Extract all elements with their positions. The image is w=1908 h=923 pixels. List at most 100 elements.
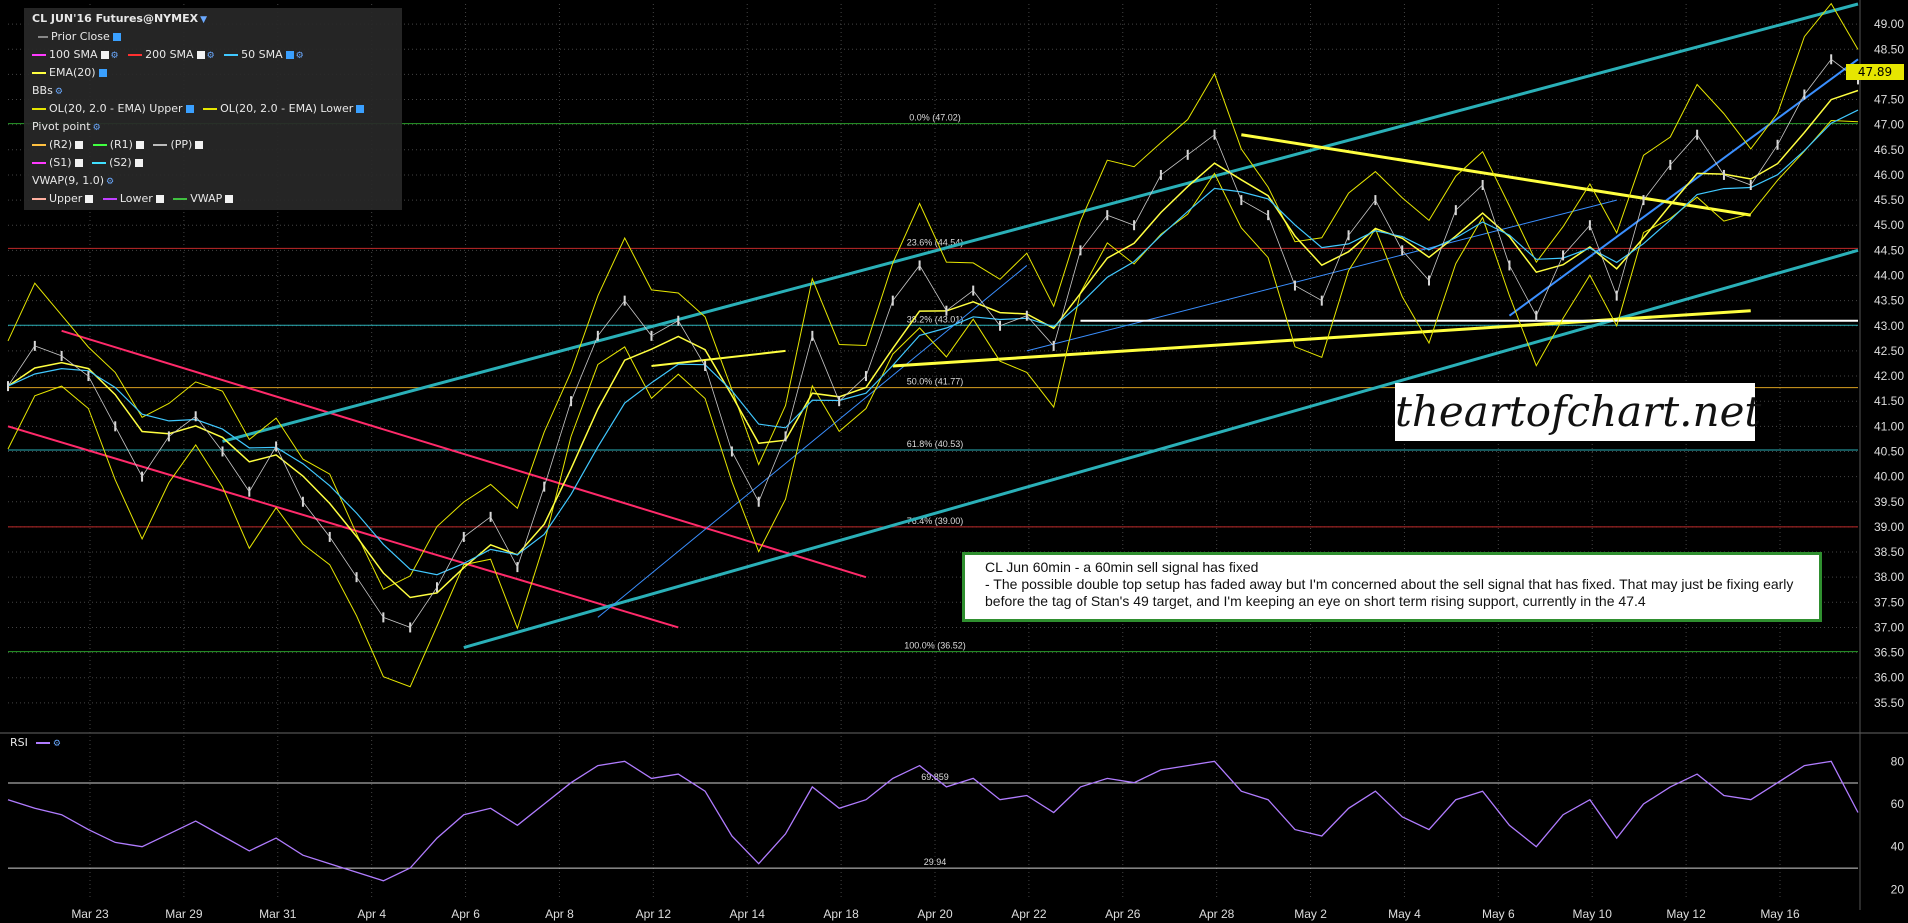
y-tick-label: 40.50 <box>1874 444 1904 458</box>
y-tick-label: 36.00 <box>1874 671 1904 685</box>
y-tick-label: 42.50 <box>1874 344 1904 358</box>
trendline <box>7 425 679 629</box>
checkbox-icon[interactable] <box>135 141 144 149</box>
fib-label: 0.0% (47.02) <box>909 113 961 123</box>
trendline <box>1241 133 1751 217</box>
y-tick-label: 39.00 <box>1874 520 1904 534</box>
x-tick-label: Apr 6 <box>451 907 480 921</box>
checkbox-icon[interactable] <box>356 105 365 113</box>
y-tick-label: 36.50 <box>1874 646 1904 660</box>
bollinger-lower <box>7 119 1859 688</box>
y-tick-label: 45.50 <box>1874 193 1904 207</box>
vwap-row: Upper Lower VWAP <box>32 192 239 205</box>
bb-lower-item[interactable]: OL(20, 2.0 - EMA) Lower <box>203 102 365 115</box>
y-tick-label: 46.00 <box>1874 168 1904 182</box>
checkbox-icon[interactable] <box>195 141 204 149</box>
ema-line <box>7 89 1859 599</box>
rsi-tick-label: 60 <box>1891 797 1905 811</box>
pivot-header[interactable]: Pivot point ⚙ <box>32 120 101 133</box>
vwap-header[interactable]: VWAP(9, 1.0) ⚙ <box>32 174 115 187</box>
rsi-tick-label: 40 <box>1891 840 1905 854</box>
price-line <box>7 58 1859 628</box>
vwap-lower-item[interactable]: Lower <box>102 192 164 205</box>
x-tick-label: May 12 <box>1666 907 1706 921</box>
x-tick-label: May 4 <box>1388 907 1421 921</box>
y-tick-label: 38.00 <box>1874 570 1904 584</box>
checkbox-icon[interactable] <box>85 195 94 203</box>
fib-label: 23.6% (44.54) <box>907 237 964 247</box>
sma100-item[interactable]: 100 SMA ⚙ <box>32 48 119 61</box>
checkbox-icon[interactable] <box>225 195 234 203</box>
prior-close-item[interactable]: Prior Close <box>38 30 121 43</box>
rsi-tick-label: 80 <box>1891 754 1905 768</box>
x-tick-label: Apr 12 <box>636 907 672 921</box>
indicator-legend: CL JUN'16 Futures@NYMEX ▼ Prior Close 100… <box>24 8 402 210</box>
y-tick-label: 40.00 <box>1874 470 1904 484</box>
vwap-line-item[interactable]: VWAP <box>173 192 234 205</box>
pivot-row-1: (R2) (R1) (PP) <box>32 138 209 151</box>
s1-item[interactable]: (S1) <box>32 156 83 169</box>
bbs-header[interactable]: BBs ⚙ <box>32 84 63 97</box>
vwap-upper-item[interactable]: Upper <box>32 192 94 205</box>
gear-icon[interactable]: ⚙ <box>206 51 215 61</box>
fib-label: 76.4% (39.00) <box>907 516 964 526</box>
gear-icon[interactable]: ⚙ <box>110 51 119 61</box>
sma50-item[interactable]: 50 SMA ⚙ <box>224 48 304 61</box>
fib-label: 50.0% (41.77) <box>907 377 964 387</box>
y-tick-label: 47.50 <box>1874 93 1904 107</box>
rsi-line <box>7 760 1859 882</box>
annotation-note: CL Jun 60min - a 60min sell signal has f… <box>962 552 1822 622</box>
rsi-legend[interactable]: RSI ⚙ <box>10 736 61 749</box>
y-tick-label: 46.50 <box>1874 143 1904 157</box>
x-tick-label: Mar 23 <box>71 907 109 921</box>
note-body: - The possible double top setup has fade… <box>985 576 1794 609</box>
x-tick-label: Mar 29 <box>165 907 203 921</box>
checkbox-icon[interactable] <box>196 51 205 59</box>
r1-item[interactable]: (R1) <box>92 138 144 151</box>
gear-icon[interactable]: ⚙ <box>295 51 304 61</box>
x-tick-label: Apr 22 <box>1011 907 1047 921</box>
x-tick-label: May 6 <box>1482 907 1515 921</box>
fib-label: 100.0% (36.52) <box>904 641 966 651</box>
trendline <box>222 2 1859 443</box>
x-tick-label: Apr 8 <box>545 907 574 921</box>
checkbox-icon[interactable] <box>100 51 109 59</box>
y-tick-label: 37.50 <box>1874 595 1904 609</box>
fib-label: 38.2% (43.01) <box>907 314 964 324</box>
bollinger-upper <box>7 2 1859 590</box>
ema-item[interactable]: EMA(20) <box>32 66 107 79</box>
y-tick-label: 38.50 <box>1874 545 1904 559</box>
bb-upper-item[interactable]: OL(20, 2.0 - EMA) Upper <box>32 102 194 115</box>
x-tick-label: May 16 <box>1760 907 1800 921</box>
checkbox-icon[interactable] <box>185 105 194 113</box>
x-tick-label: May 2 <box>1294 907 1327 921</box>
trendline <box>1508 58 1859 317</box>
bollinger-bands <box>7 2 1859 688</box>
r2-item[interactable]: (R2) <box>32 138 84 151</box>
checkbox-icon[interactable] <box>285 51 294 59</box>
y-tick-label: 44.00 <box>1874 269 1904 283</box>
bbs-row: OL(20, 2.0 - EMA) Upper OL(20, 2.0 - EMA… <box>32 102 370 115</box>
checkbox-icon[interactable] <box>112 33 121 41</box>
s2-item[interactable]: (S2) <box>92 156 143 169</box>
checkbox-icon[interactable] <box>74 159 83 167</box>
x-tick-label: May 10 <box>1573 907 1613 921</box>
checkbox-icon[interactable] <box>75 141 84 149</box>
checkbox-icon[interactable] <box>155 195 164 203</box>
checkbox-icon[interactable] <box>98 69 107 77</box>
rsi-panel: 20 40 60 80 69.859 29.94 <box>7 754 1905 896</box>
y-tick-label: 35.50 <box>1874 696 1904 710</box>
sma200-item[interactable]: 200 SMA ⚙ <box>128 48 215 61</box>
sma-row: 100 SMA ⚙ 200 SMA ⚙ 50 SMA ⚙ <box>32 48 310 61</box>
pp-item[interactable]: (PP) <box>153 138 204 151</box>
x-tick-label: Apr 4 <box>357 907 386 921</box>
symbol-title[interactable]: CL JUN'16 Futures@NYMEX ▼ <box>32 12 208 25</box>
y-tick-label: 45.00 <box>1874 218 1904 232</box>
trendline <box>463 248 1859 649</box>
y-tick-label: 47.00 <box>1874 118 1904 132</box>
x-tick-label: Apr 28 <box>1199 907 1235 921</box>
x-tick-label: Apr 18 <box>823 907 859 921</box>
x-tick-label: Apr 20 <box>917 907 953 921</box>
checkbox-icon[interactable] <box>134 159 143 167</box>
